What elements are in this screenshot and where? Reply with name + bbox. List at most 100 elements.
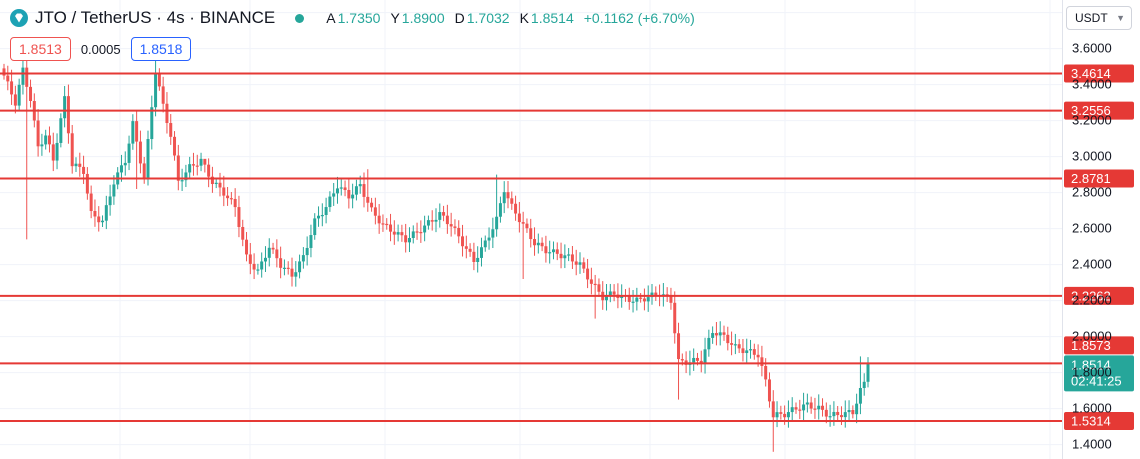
candle-body (551, 249, 555, 253)
candle-body (108, 196, 112, 206)
candle-body (282, 267, 286, 269)
ohlc-close: 1.8514 (530, 10, 574, 26)
candle-body (589, 279, 593, 284)
candle-body (790, 407, 794, 413)
candle-body (847, 410, 851, 413)
candle-body (199, 158, 203, 166)
candle-body (218, 182, 222, 188)
symbol-title[interactable]: JTO / TetherUS · 4s · BINANCE (35, 8, 276, 27)
candle-body (298, 261, 302, 273)
candle-body (563, 255, 567, 259)
candle-body (794, 407, 798, 410)
candle-body (101, 220, 105, 223)
candle-body (605, 295, 609, 301)
candle-body (635, 297, 639, 302)
candle-body (226, 195, 230, 199)
candle-body (286, 267, 290, 269)
currency-select[interactable]: USDT ▼ (1066, 6, 1132, 30)
candle-body (836, 411, 840, 416)
price-tick-label: 3.2000 (1072, 113, 1112, 128)
candle-body (597, 284, 601, 292)
level-label-box (1064, 64, 1134, 83)
candle-body (343, 187, 347, 190)
candle-body (214, 182, 218, 185)
candle-body (59, 118, 63, 143)
candle-body (119, 165, 123, 173)
candle-body (256, 269, 260, 271)
candle-body (529, 228, 533, 240)
candle-body (752, 349, 756, 355)
candle-body (650, 292, 654, 298)
candle-body (586, 268, 590, 280)
candle-body (161, 86, 165, 104)
candle-body (570, 254, 574, 262)
candle-body (191, 164, 195, 166)
candle-body (173, 136, 177, 156)
price-tick-label: 3.6000 (1072, 41, 1112, 56)
candle-body (362, 184, 366, 197)
candle-body (567, 254, 571, 256)
candle-body (407, 237, 411, 243)
candle-body (222, 187, 226, 196)
price-tick-label: 2.0000 (1072, 329, 1112, 344)
candle-body (275, 249, 279, 259)
level-label: 1.8573 (1071, 338, 1111, 353)
last-price-label: 1.8514 (1071, 357, 1111, 372)
candle-body (169, 123, 173, 137)
candle-body (320, 215, 324, 217)
candle-body (707, 337, 711, 350)
candle-body (695, 357, 699, 361)
price-tick-label: 2.2000 (1072, 293, 1112, 308)
candle-body (862, 381, 866, 389)
candle-body (627, 296, 631, 302)
buy-price-button[interactable]: 1.8518 (130, 37, 192, 61)
candle-body (858, 388, 862, 404)
candle-body (229, 198, 233, 200)
level-label: 2.8781 (1071, 171, 1111, 186)
candle-body (400, 232, 404, 236)
candle-body (726, 334, 730, 344)
candle-body (612, 291, 616, 295)
candle-body (245, 239, 249, 255)
candle-body (491, 229, 495, 238)
candle-body (798, 409, 802, 411)
candle-body (210, 176, 214, 185)
candle-body (711, 333, 715, 338)
candle-body (241, 227, 245, 240)
candle-body (775, 412, 779, 418)
candle-body (828, 416, 832, 418)
level-label-box (1064, 411, 1134, 430)
candle-body (188, 164, 192, 173)
sell-price-button[interactable]: 1.8513 (10, 37, 71, 61)
candle-body (442, 212, 446, 216)
candle-body (502, 192, 506, 204)
candle-body (154, 73, 158, 108)
candle-body (487, 237, 491, 241)
candle-body (832, 411, 836, 417)
candle-body (608, 291, 612, 296)
candle-body (749, 349, 753, 351)
candle-body (112, 184, 116, 197)
market-status-icon (295, 13, 305, 23)
trade-prices: 1.8513 0.0005 1.8518 (10, 37, 192, 61)
candle-body (263, 257, 267, 262)
candle-body (17, 84, 21, 106)
candle-body (55, 142, 59, 161)
candle-body (332, 193, 336, 197)
candle-body (540, 242, 544, 247)
candle-body (66, 96, 70, 134)
candle-body (593, 283, 597, 286)
candle-body (824, 409, 828, 417)
candle-body (733, 344, 737, 346)
price-tick-label: 3.4000 (1072, 77, 1112, 92)
candle-body (335, 188, 339, 194)
candle-body (741, 348, 745, 354)
candle-body (517, 213, 521, 223)
level-label-box (1064, 169, 1134, 188)
candle-body (396, 232, 400, 235)
candle-body (184, 172, 188, 181)
ohlc-key-low: D (454, 10, 465, 26)
candle-body (279, 258, 283, 268)
last-price-tag (1064, 355, 1134, 392)
